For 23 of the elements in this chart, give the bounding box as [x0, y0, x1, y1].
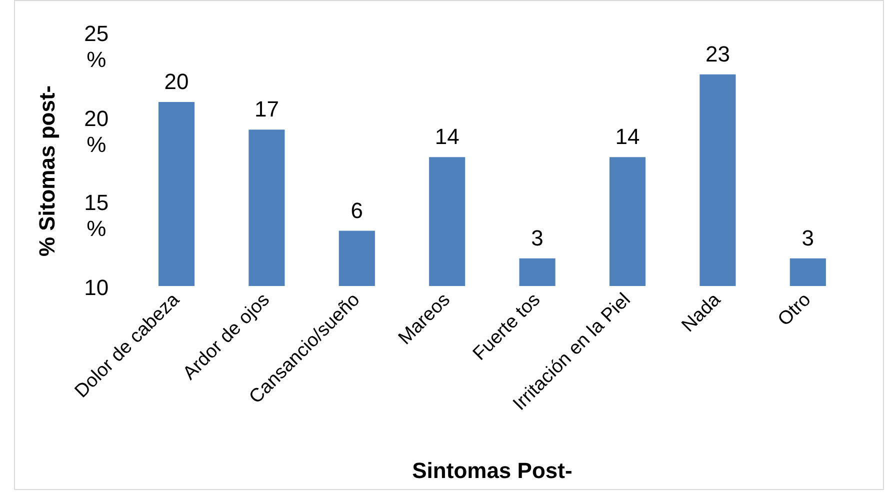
text: 20 %	[83, 106, 110, 158]
x-axis-title: Sintomas Post-	[412, 458, 572, 483]
y-axis-title: % Sitomas post-	[34, 85, 60, 257]
bar	[790, 258, 826, 286]
bar	[429, 157, 466, 286]
data-label: 23	[705, 41, 730, 66]
text: 15 %	[83, 190, 110, 242]
text: 25 %	[83, 21, 110, 73]
data-label: 3	[802, 225, 814, 250]
data-label: 14	[615, 124, 640, 150]
data-label: 3	[531, 225, 544, 250]
x-tick-label: Otro	[774, 289, 816, 330]
bar	[519, 258, 556, 286]
bar	[158, 102, 195, 286]
bar	[609, 157, 646, 286]
bar	[338, 230, 375, 286]
text: 10	[83, 274, 110, 301]
data-label: 17	[254, 96, 279, 122]
data-label: 6	[350, 198, 364, 223]
data-label: 14	[434, 124, 460, 150]
bar	[248, 130, 285, 286]
bar	[700, 74, 736, 286]
data-label: 20	[164, 69, 189, 94]
